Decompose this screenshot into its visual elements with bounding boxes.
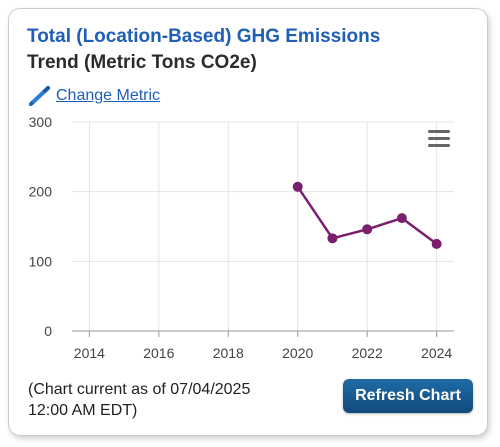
pencil-icon [28,85,52,107]
refresh-chart-button[interactable]: Refresh Chart [343,379,473,413]
chart-timestamp-note: (Chart current as of 07/04/2025 12:00 AM… [28,379,308,421]
change-metric-link[interactable]: Change Metric [28,84,160,108]
widget-subtitle: Trend (Metric Tons CO2e) [27,52,257,73]
change-metric-label: Change Metric [56,87,161,104]
widget-title: Total (Location-Based) GHG Emissions [27,26,381,47]
hamburger-menu-icon[interactable] [424,128,454,152]
timestamp-line-1: (Chart current as of 07/04/2025 [28,381,251,398]
timestamp-line-2: 12:00 AM EDT) [28,402,138,419]
